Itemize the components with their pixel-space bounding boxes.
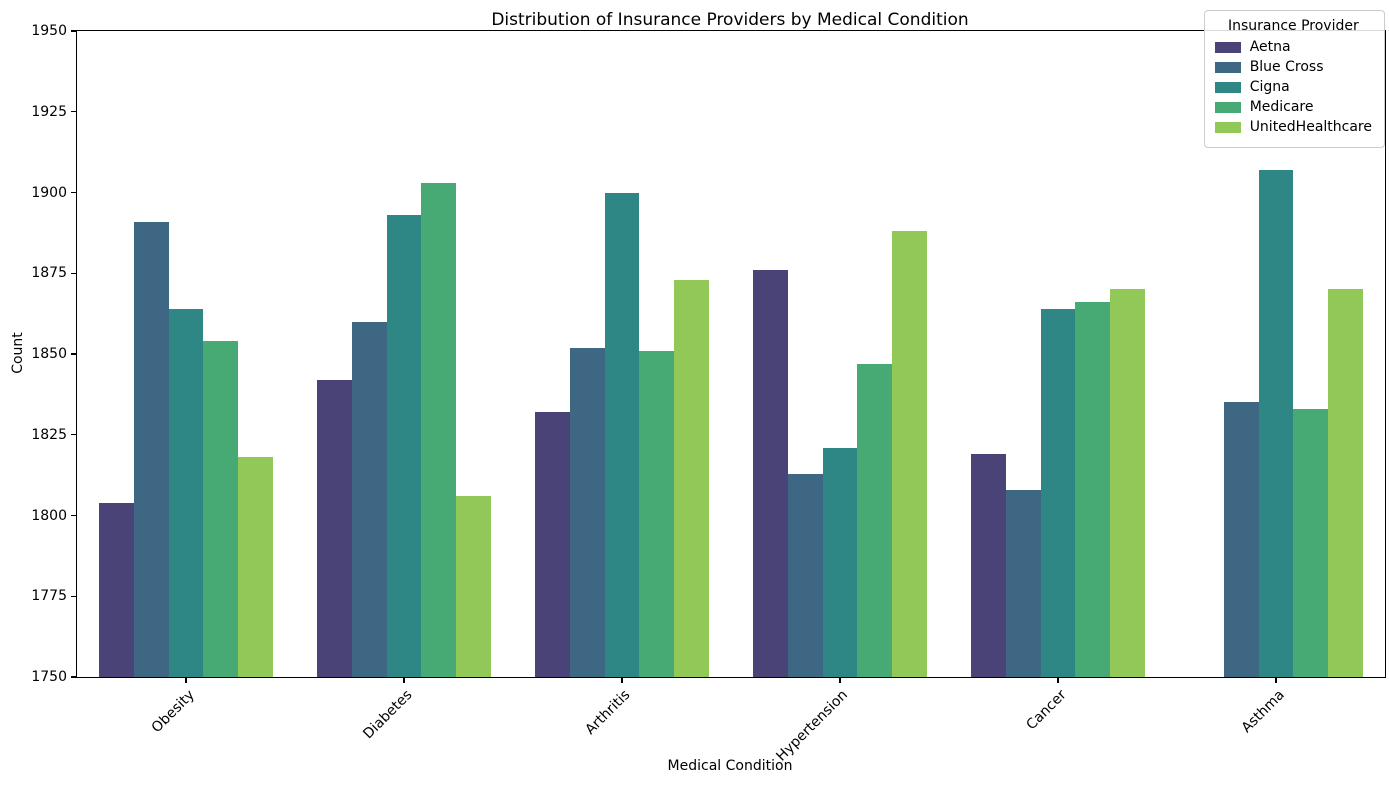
bar-aetna-hypertension [752, 270, 788, 677]
bar-blue-cross-asthma [1223, 402, 1259, 677]
legend-item-aetna: Aetna [1214, 39, 1372, 55]
bar-medicare-diabetes [421, 182, 457, 677]
legend-item-cigna: Cigna [1214, 79, 1372, 95]
bar-unitedhealthcare-cancer [1110, 289, 1146, 677]
bar-medicare-arthritis [639, 350, 675, 677]
legend-label: UnitedHealthcare [1249, 119, 1372, 135]
bar-blue-cross-diabetes [351, 321, 387, 677]
bar-unitedhealthcare-obesity [238, 457, 274, 677]
bar-blue-cross-arthritis [569, 347, 605, 677]
y-tick-mark [71, 191, 76, 194]
legend-swatch-icon [1214, 121, 1241, 133]
bar-medicare-cancer [1075, 302, 1111, 677]
bar-aetna-cancer [970, 454, 1006, 677]
y-tick-mark [71, 272, 76, 274]
bar-cigna-diabetes [386, 215, 422, 677]
y-tick-mark [71, 514, 76, 517]
bar-blue-cross-cancer [1005, 489, 1041, 677]
bar-medicare-obesity [203, 341, 239, 677]
bar-unitedhealthcare-asthma [1328, 289, 1364, 677]
y-tick-label: 1775 [31, 588, 67, 605]
bar-cigna-cancer [1040, 308, 1076, 677]
x-tick-mark [1057, 678, 1059, 683]
y-tick-mark [71, 595, 76, 597]
x-tick-label-text: Obesity [148, 687, 198, 737]
y-tick-mark [71, 30, 76, 32]
y-tick-label: 1825 [31, 426, 67, 443]
chart-title: Distribution of Insurance Providers by M… [491, 10, 969, 30]
legend: Insurance Provider Aetna Blue Cross Cigna M… [1203, 10, 1385, 148]
bar-blue-cross-obesity [133, 221, 169, 677]
legend-label: Medicare [1249, 99, 1314, 115]
y-tick-label: 1800 [31, 507, 67, 524]
legend-title: Insurance Provider [1227, 18, 1359, 34]
legend-label: Cigna [1249, 79, 1290, 95]
x-tick-mark [621, 678, 623, 683]
bar-unitedhealthcare-hypertension [892, 231, 928, 677]
y-tick-label: 1850 [31, 346, 67, 362]
legend-item-blue-cross: Blue Cross [1214, 59, 1372, 75]
plot-area: 1750 1775 1800 1825 1850 1875 1900 1925 1950 Obes… [31, 23, 1386, 765]
y-tick-label: 1950 [31, 23, 67, 39]
legend-swatch-icon [1214, 81, 1241, 93]
y-tick-mark [71, 353, 76, 355]
bar-unitedhealthcare-diabetes [456, 496, 492, 677]
bar-aetna-diabetes [316, 379, 352, 677]
x-tick-label-text: Arthritis [582, 687, 634, 738]
x-tick-label-text: Cancer [1023, 687, 1070, 734]
y-tick-label: 1925 [31, 103, 67, 120]
y-tick-mark [71, 676, 76, 678]
x-tick-mark [839, 678, 841, 683]
bar-aetna-obesity [98, 502, 134, 677]
x-tick-label-text: Diabetes [360, 687, 416, 743]
bar-medicare-asthma [1293, 408, 1329, 677]
bar-cigna-asthma [1258, 169, 1294, 677]
x-tick-label-text: Hypertension [773, 687, 852, 765]
x-tick-mark [403, 678, 405, 683]
y-tick-label: 1900 [31, 184, 67, 201]
bar-aetna-arthritis [534, 412, 570, 677]
bar-unitedhealthcare-arthritis [674, 279, 710, 677]
legend-swatch-icon [1214, 101, 1241, 113]
y-axis-label: Count [10, 332, 26, 374]
x-tick-label-text: Asthma [1238, 687, 1288, 737]
legend-label: Blue Cross [1249, 59, 1324, 75]
y-tick-label: 1750 [31, 669, 67, 685]
y-tick-mark [71, 434, 76, 436]
bar-medicare-hypertension [857, 363, 893, 677]
legend-item-unitedhealthcare: UnitedHealthcare [1214, 119, 1372, 135]
x-tick-mark [1275, 678, 1277, 683]
x-tick-mark [185, 678, 187, 683]
x-axis-label: Medical Condition [667, 758, 793, 774]
legend-swatch-icon [1214, 41, 1241, 53]
legend-label: Aetna [1249, 39, 1291, 55]
legend-swatch-icon [1214, 61, 1241, 73]
bar-blue-cross-hypertension [787, 473, 823, 677]
bar-cigna-arthritis [604, 192, 640, 677]
y-tick-mark [71, 111, 76, 113]
bar-cigna-obesity [168, 308, 204, 677]
bar-cigna-hypertension [822, 447, 858, 677]
y-tick-label: 1875 [31, 265, 67, 282]
legend-item-medicare: Medicare [1214, 99, 1372, 115]
